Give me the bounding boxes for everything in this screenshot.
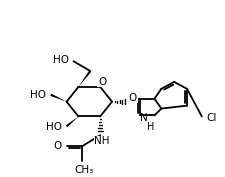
Text: O: O [129, 93, 137, 103]
Text: CH₃: CH₃ [75, 165, 94, 175]
Polygon shape [50, 94, 67, 102]
Text: N: N [140, 113, 147, 123]
Polygon shape [79, 70, 91, 87]
Polygon shape [66, 116, 79, 127]
Text: Cl: Cl [207, 113, 217, 123]
Text: HO: HO [46, 122, 62, 132]
Text: O: O [98, 77, 106, 87]
Text: H: H [147, 122, 154, 132]
Text: HO: HO [53, 55, 69, 65]
Text: HO: HO [30, 90, 46, 100]
Text: NH: NH [94, 136, 110, 146]
Text: O: O [53, 141, 62, 151]
